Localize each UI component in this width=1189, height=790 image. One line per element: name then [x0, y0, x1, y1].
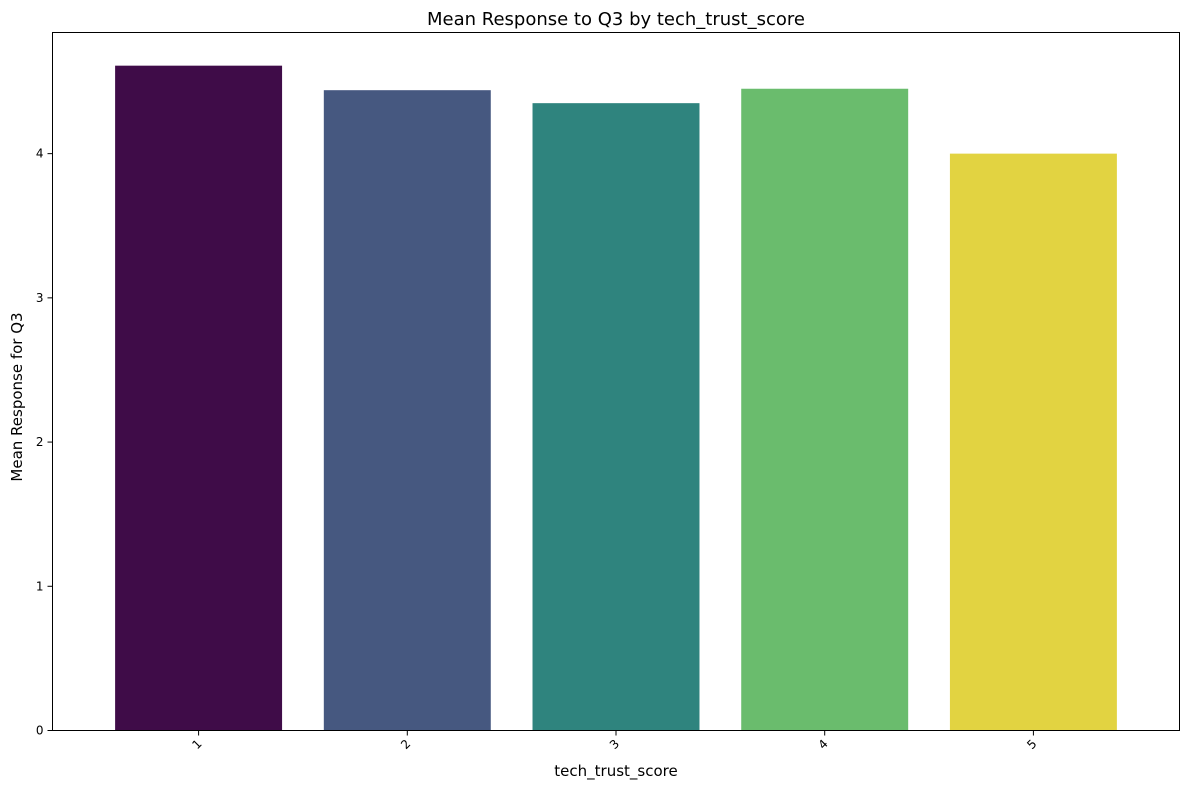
- bars-layer: [115, 65, 1117, 731]
- y-tick-label: 3: [36, 291, 44, 305]
- y-tick-label: 2: [36, 435, 44, 449]
- y-tick-label: 4: [36, 147, 44, 161]
- plot-frame: [52, 32, 1180, 731]
- x-tick-label: 5: [1024, 737, 1039, 752]
- bar-2: [323, 90, 491, 731]
- bar-4: [741, 88, 909, 731]
- y-axis: 0 1 2 3 4: [36, 147, 53, 738]
- y-axis-label: Mean Response for Q3: [8, 312, 26, 481]
- x-tick-label: 4: [816, 737, 831, 752]
- bar-1: [115, 65, 283, 731]
- chart-title: Mean Response to Q3 by tech_trust_score: [427, 9, 805, 30]
- x-tick-label: 1: [189, 737, 204, 752]
- bar-3: [532, 103, 700, 731]
- y-tick-label: 0: [36, 724, 44, 738]
- x-tick-label: 3: [607, 737, 622, 752]
- bar-5: [949, 153, 1117, 731]
- x-tick-label: 2: [398, 737, 413, 752]
- x-axis: 1 2 3 4 5: [189, 730, 1040, 752]
- y-tick-label: 1: [36, 579, 44, 593]
- x-axis-label: tech_trust_score: [554, 762, 677, 781]
